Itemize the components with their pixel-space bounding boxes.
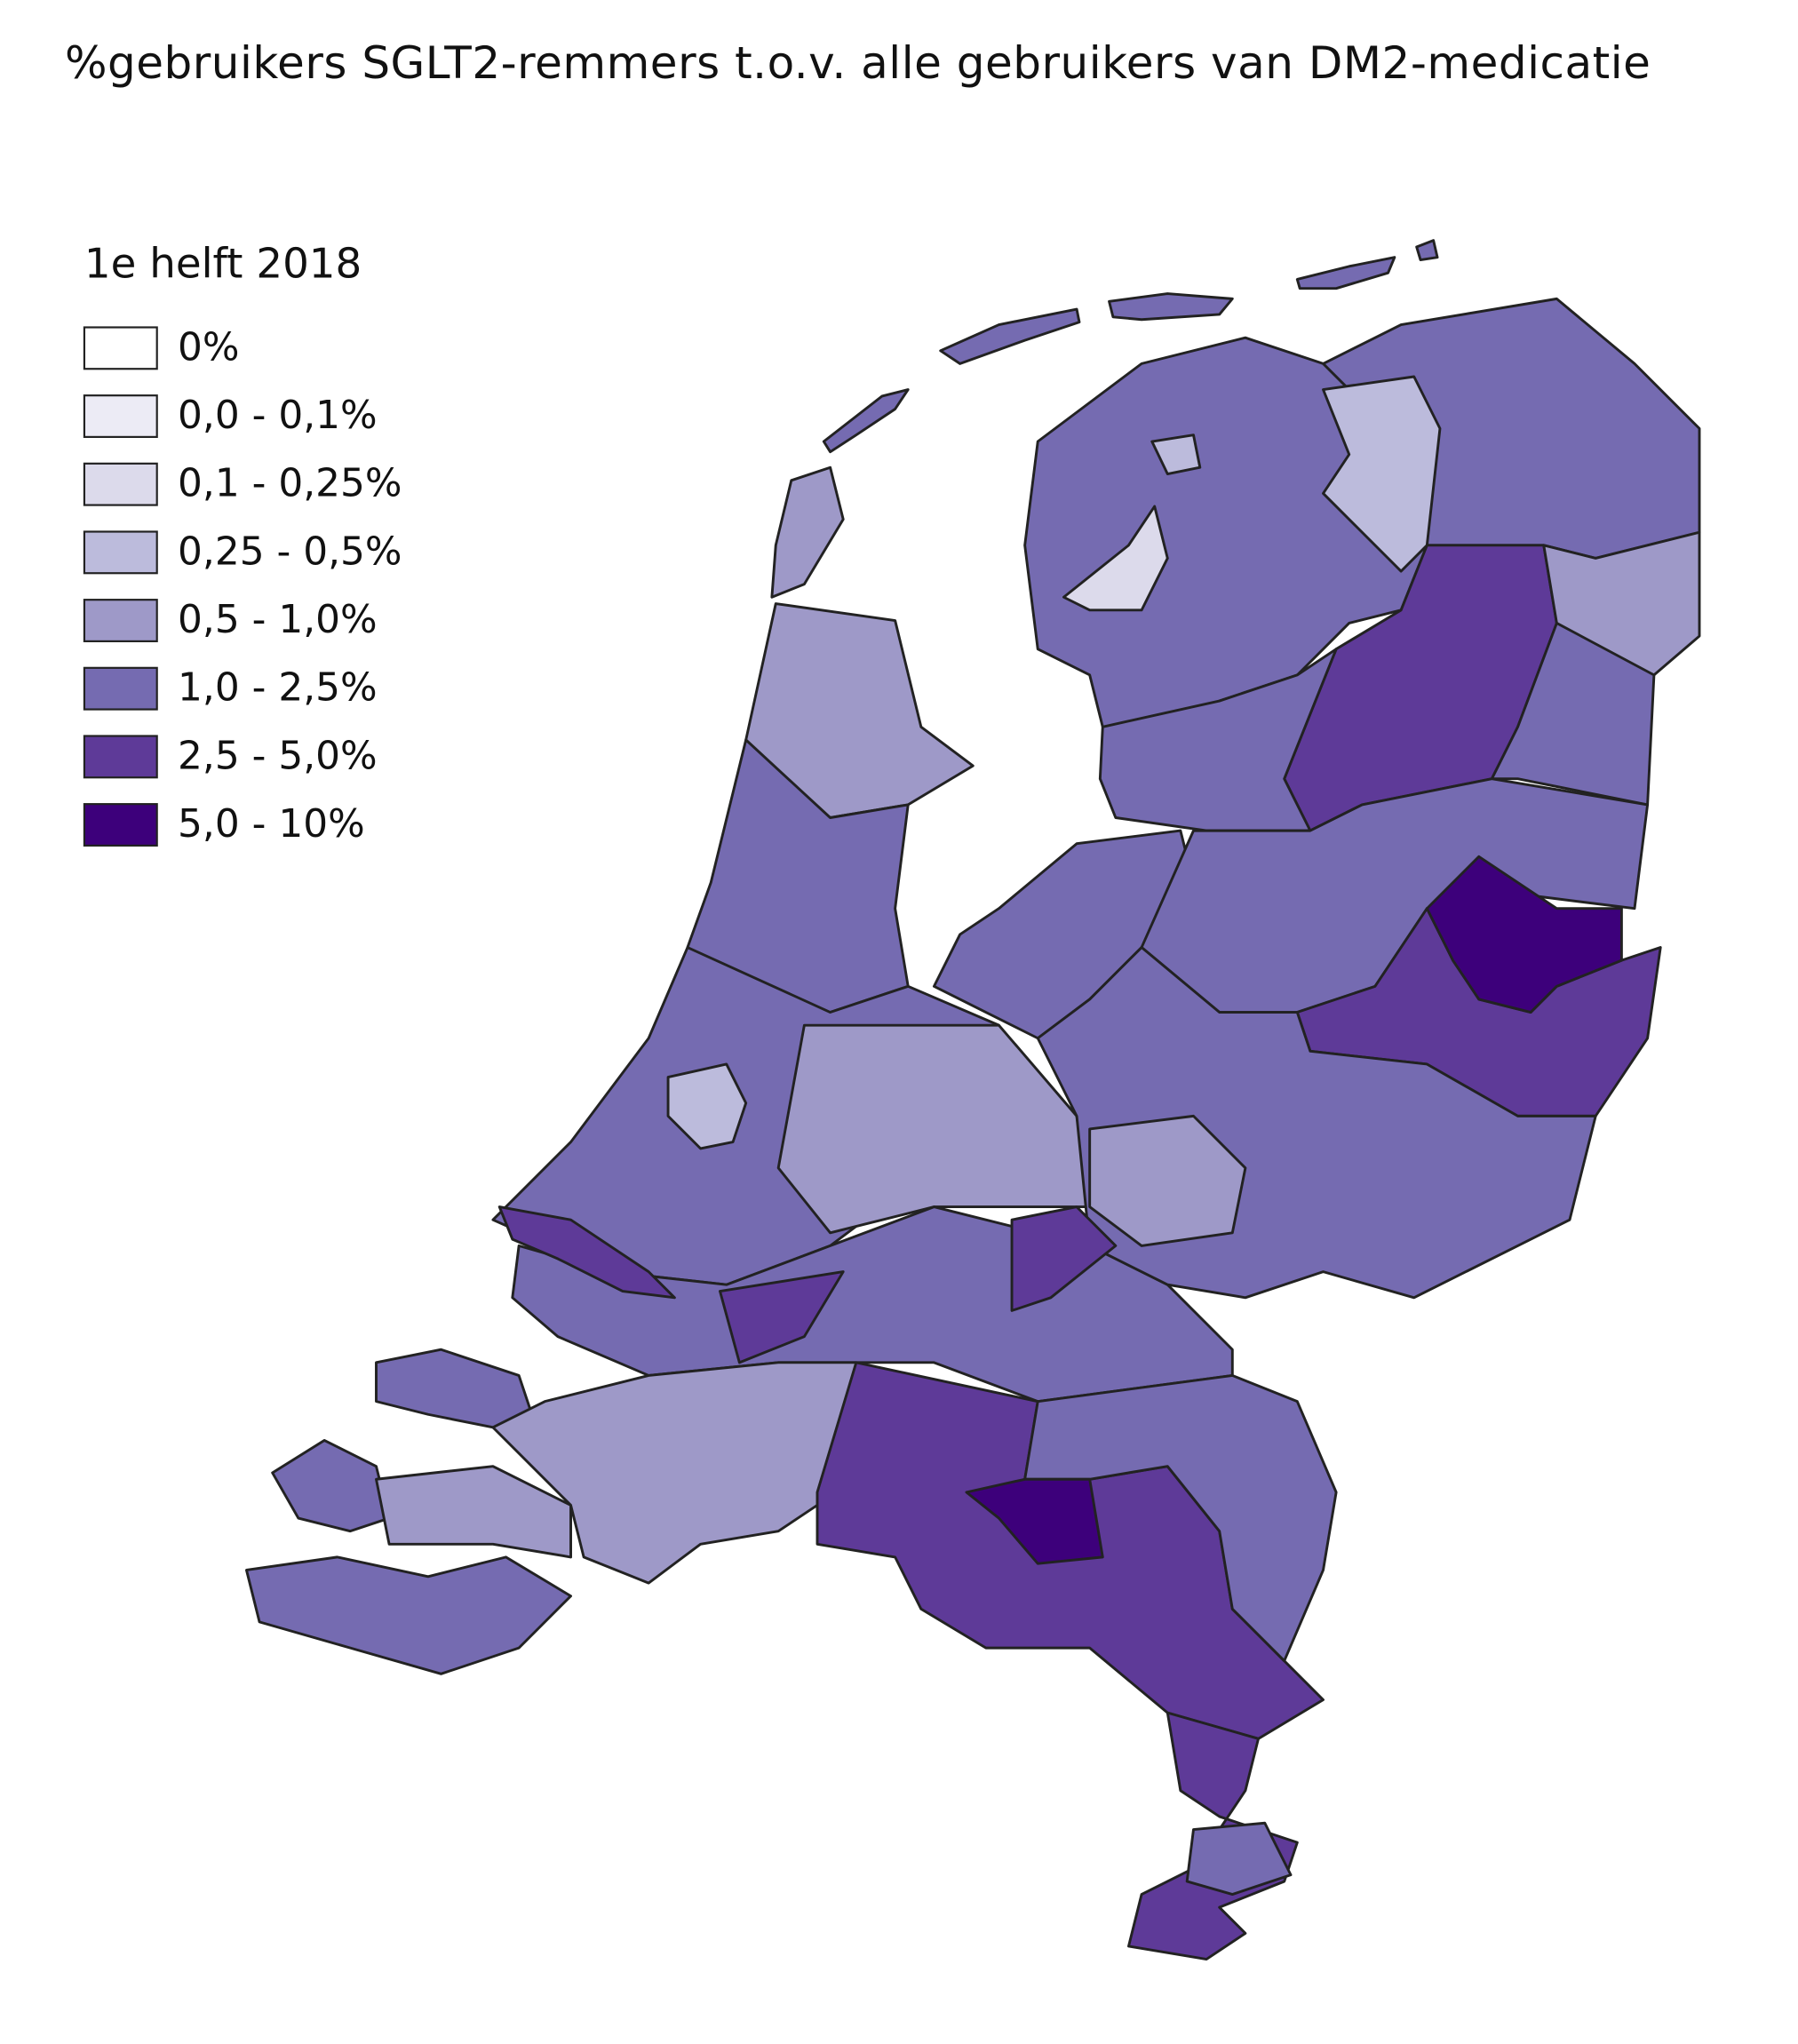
region xyxy=(1185,1821,1293,1897)
legend-label: 0,0 - 0,1% xyxy=(178,393,378,438)
region xyxy=(375,1465,572,1559)
legend-label: 0% xyxy=(178,324,239,370)
region xyxy=(1023,336,1428,728)
legend-label: 5,0 - 10% xyxy=(178,801,365,847)
region xyxy=(939,307,1081,365)
region xyxy=(965,1477,1104,1565)
legend-swatch xyxy=(83,666,158,711)
region xyxy=(497,1205,676,1300)
region xyxy=(666,1062,748,1150)
region xyxy=(1062,505,1169,612)
region xyxy=(271,1438,391,1533)
region xyxy=(770,465,845,599)
legend-label: 2,5 - 5,0% xyxy=(178,733,378,778)
region xyxy=(1088,1114,1247,1247)
legend-swatch xyxy=(83,530,158,575)
legend-swatch xyxy=(83,326,158,370)
region xyxy=(1010,1205,1118,1312)
region xyxy=(776,1023,1092,1235)
region xyxy=(1490,621,1656,807)
region xyxy=(1295,256,1396,290)
legend-title: 1e helft 2018 xyxy=(84,240,362,288)
region xyxy=(1322,375,1442,573)
legend-swatch xyxy=(83,394,158,438)
region xyxy=(1108,292,1234,322)
region xyxy=(822,388,910,454)
legend-swatch xyxy=(83,803,158,847)
map-title: %gebruikers SGLT2-remmers t.o.v. alle ge… xyxy=(65,37,1651,89)
region xyxy=(1425,855,1623,1014)
region xyxy=(1127,1711,1299,1961)
legend-label: 0,25 - 0,5% xyxy=(178,529,402,574)
legend-swatch xyxy=(83,462,158,506)
legend-label: 0,1 - 0,25% xyxy=(178,461,402,506)
legend-label: 0,5 - 1,0% xyxy=(178,597,378,642)
region xyxy=(1098,648,1338,832)
region xyxy=(375,1348,534,1429)
legend-swatch xyxy=(83,735,158,779)
region xyxy=(245,1555,572,1675)
legend: 0% 0,0 - 0,1% 0,1 - 0,25% 0,25 - 0,5% 0,5 - … xyxy=(83,324,402,847)
legend-swatch xyxy=(83,599,158,642)
region xyxy=(1150,433,1202,475)
region xyxy=(719,1270,845,1364)
regions xyxy=(245,239,1701,1961)
region xyxy=(1415,239,1439,262)
legend-label: 1,0 - 2,5% xyxy=(178,665,378,711)
